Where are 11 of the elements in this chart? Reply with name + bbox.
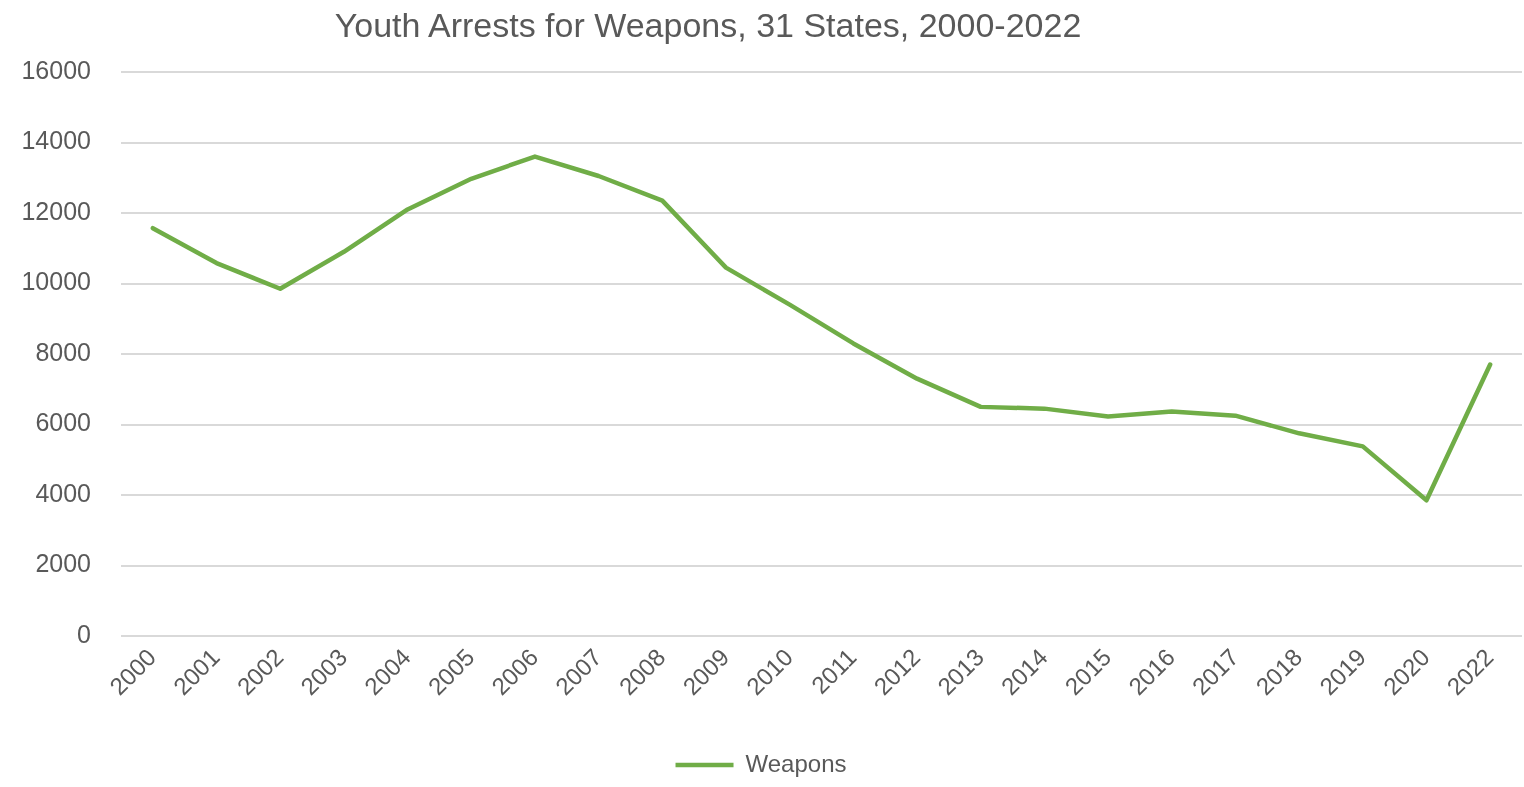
- y-tick-label: 2000: [35, 549, 91, 578]
- y-tick-label: 10000: [21, 267, 91, 296]
- legend-label: Weapons: [745, 749, 847, 777]
- y-tick-label: 14000: [21, 126, 91, 155]
- chart-title: Youth Arrests for Weapons, 31 States, 2000-2022: [333, 6, 1083, 45]
- y-tick-label: 4000: [35, 478, 91, 507]
- y-tick-label: 8000: [35, 337, 91, 366]
- y-tick-label: 0: [77, 619, 91, 648]
- y-tick-label: 12000: [21, 196, 91, 225]
- y-tick-label: 16000: [21, 55, 91, 84]
- y-tick-label: 6000: [35, 408, 91, 437]
